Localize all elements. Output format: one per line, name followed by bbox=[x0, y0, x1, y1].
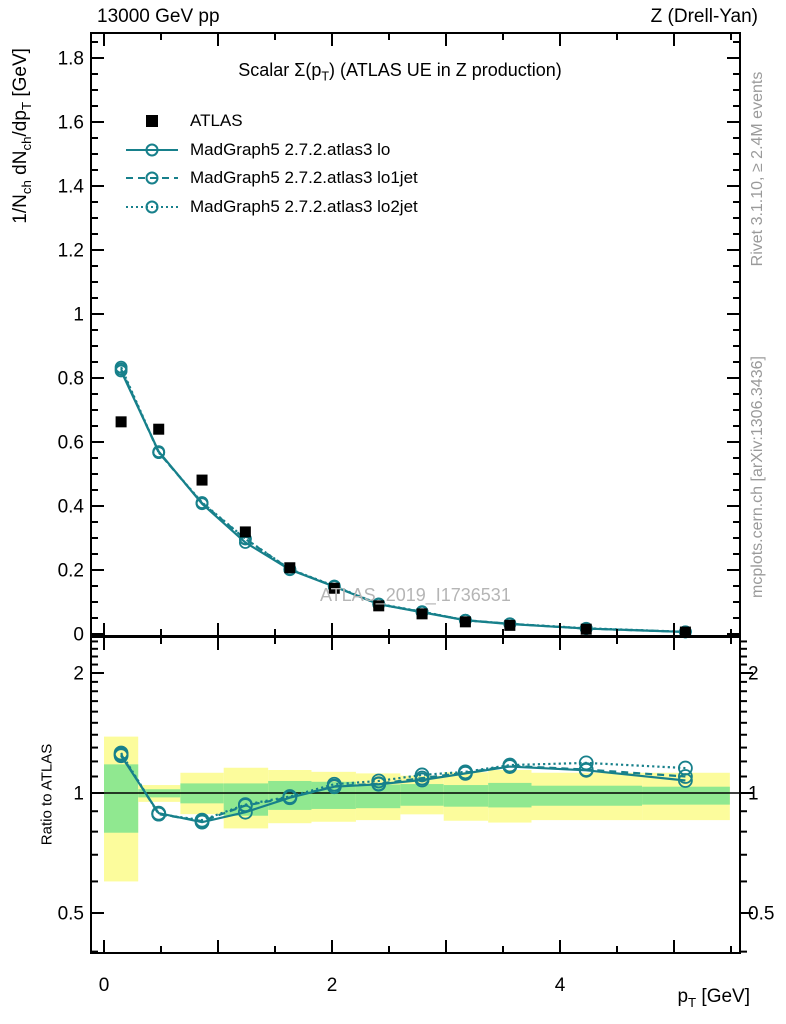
mc-marker bbox=[282, 789, 298, 804]
legend-label: MadGraph5 2.7.2.atlas3 lo1jet bbox=[190, 168, 418, 188]
x-tick-label: 0 bbox=[99, 975, 110, 996]
main-y-tick-label: 0.4 bbox=[58, 497, 85, 518]
mc-marker bbox=[114, 360, 128, 374]
process-label: Z (Drell-Yan) bbox=[650, 6, 758, 27]
main-y-tick-label: 1.4 bbox=[58, 177, 85, 198]
main-y-tick-label: 0.8 bbox=[58, 369, 84, 390]
atlas-point bbox=[328, 582, 340, 594]
axis-ticks bbox=[91, 33, 753, 953]
ratio-y-tick-label-right: 1 bbox=[748, 784, 759, 805]
band-green bbox=[531, 785, 643, 806]
mc-marker bbox=[194, 812, 210, 828]
dashed-line-marker-icon bbox=[126, 171, 178, 185]
atlas-point bbox=[284, 562, 296, 574]
band-green bbox=[355, 784, 401, 809]
band-green bbox=[488, 782, 532, 808]
legend-item-lo2jet: MadGraph5 2.7.2.atlas3 lo2jet bbox=[124, 193, 418, 222]
main-y-tick-label: 1.2 bbox=[58, 241, 84, 262]
mc-marker bbox=[578, 755, 594, 771]
legend-label: MadGraph5 2.7.2.atlas3 lo2jet bbox=[190, 196, 418, 216]
atlas-marker-icon bbox=[146, 115, 158, 128]
atlas-point bbox=[504, 619, 516, 631]
x-tick-label: 2 bbox=[327, 975, 338, 996]
dotted-line-marker-icon bbox=[126, 200, 178, 214]
legend: ATLAS MadGraph5 2.7.2.atlas3 lo MadGraph… bbox=[124, 107, 418, 221]
mc-marker bbox=[678, 769, 693, 784]
band-green bbox=[443, 785, 489, 807]
atlas-point bbox=[416, 608, 428, 620]
main-y-tick-label: 0.6 bbox=[58, 433, 84, 454]
atlas-point bbox=[239, 526, 251, 538]
legend-item-atlas: ATLAS bbox=[124, 107, 418, 136]
atlas-point bbox=[196, 474, 208, 486]
beam-energy-label: 13000 GeV pp bbox=[97, 6, 220, 27]
main-y-axis-label: 1/Nch dNch/dpT [GeV] bbox=[10, 48, 34, 224]
mc-marker bbox=[152, 446, 166, 459]
main-y-tick-label: 0 bbox=[73, 625, 84, 646]
main-y-tick-label: 1 bbox=[73, 305, 84, 326]
solid-line-marker-icon bbox=[126, 143, 178, 157]
ratio-y-tick-label-right: 0.5 bbox=[748, 904, 774, 925]
main-y-tick-label: 0.2 bbox=[58, 561, 84, 582]
atlas-data-points bbox=[115, 416, 691, 638]
ratio-y-tick-label-left: 0.5 bbox=[58, 904, 84, 925]
atlas-point bbox=[115, 416, 127, 428]
legend-label: MadGraph5 2.7.2.atlas3 lo bbox=[190, 139, 391, 159]
main-y-tick-label: 1.6 bbox=[58, 113, 84, 134]
mc-marker bbox=[678, 760, 693, 776]
mc-marker bbox=[195, 496, 209, 509]
ratio-y-axis-label: Ratio to ATLAS bbox=[38, 743, 56, 846]
x-tick-label: 4 bbox=[555, 975, 566, 996]
ratio-bands bbox=[104, 736, 730, 882]
mcplots-arxiv-note: mcplots.cern.ch [arXiv:1306.3436] bbox=[749, 356, 766, 598]
mc-line-dotted bbox=[120, 752, 686, 822]
ratio-mc-series bbox=[113, 745, 693, 830]
atlas-point bbox=[679, 626, 691, 638]
atlas-point bbox=[459, 616, 471, 628]
band-green bbox=[400, 784, 444, 806]
tick-labels: 0 0.2 0.4 0.6 0.8 1 1.2 1.4 1.6 1.8 0.5 0.5 1 1 2 2 0 2 4 bbox=[58, 49, 775, 997]
atlas-point bbox=[153, 423, 165, 435]
mc-marker bbox=[371, 773, 387, 789]
mc-marker bbox=[326, 776, 342, 792]
band-green bbox=[642, 786, 730, 805]
rivet-version-note: Rivet 3.1.10, ≥ 2.4M events bbox=[749, 71, 766, 267]
legend-label: ATLAS bbox=[190, 111, 243, 131]
ratio-y-tick-label-left: 2 bbox=[73, 664, 84, 685]
mc-marker bbox=[237, 797, 253, 813]
mc-marker bbox=[113, 745, 129, 761]
plot-title: Scalar Σ(pT) (ATLAS UE in Z production) bbox=[238, 60, 562, 84]
atlas-point bbox=[373, 600, 385, 612]
mc-line-dotted bbox=[120, 366, 686, 633]
mc-marker bbox=[414, 767, 430, 783]
mc-marker bbox=[151, 806, 167, 822]
mc-marker bbox=[502, 757, 518, 773]
atlas-point bbox=[580, 623, 592, 635]
legend-item-lo1jet: MadGraph5 2.7.2.atlas3 lo1jet bbox=[124, 164, 418, 193]
x-axis-label: pT [GeV] bbox=[677, 986, 750, 1010]
mc-marker bbox=[457, 764, 473, 780]
legend-item-lo: MadGraph5 2.7.2.atlas3 lo bbox=[124, 136, 418, 165]
main-y-tick-label: 1.8 bbox=[58, 49, 84, 70]
analysis-id-watermark: ATLAS_2019_I1736531 bbox=[320, 585, 511, 605]
ratio-frame bbox=[90, 636, 741, 954]
band-green bbox=[104, 764, 139, 833]
ratio-y-tick-label-right: 2 bbox=[748, 664, 759, 685]
ratio-y-tick-label-left: 1 bbox=[73, 784, 84, 805]
band-green bbox=[268, 780, 312, 810]
